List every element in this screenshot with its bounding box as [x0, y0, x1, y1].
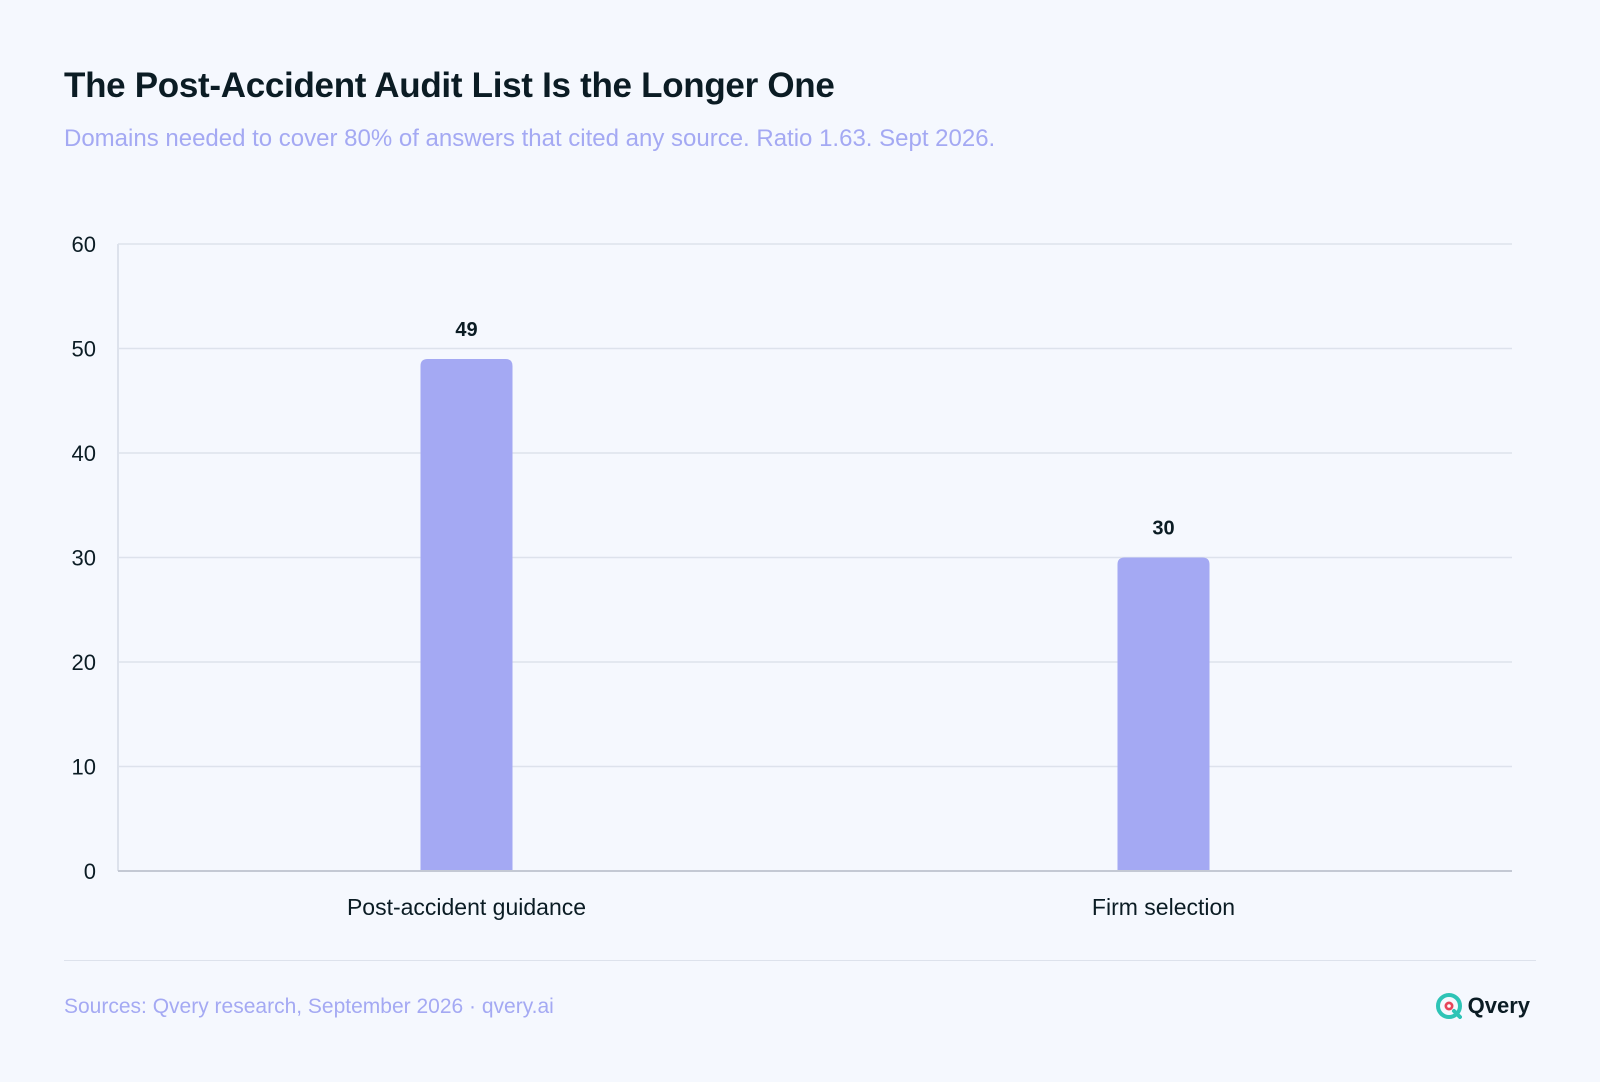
- y-tick-label: 50: [72, 337, 96, 362]
- x-tick-label: Firm selection: [1092, 894, 1235, 920]
- qvery-logo-icon: [1435, 993, 1462, 1019]
- y-tick-label: 20: [72, 650, 96, 675]
- bar-chart: 0 10 20 30 40 50 60 49 Post-accident guidance 30 F…: [72, 232, 1512, 920]
- footer-divider: [64, 960, 1536, 961]
- y-tick-label: 40: [72, 441, 96, 466]
- y-tick-label: 0: [84, 859, 96, 884]
- brand: Qvery: [1435, 993, 1530, 1019]
- chart-title: The Post-Accident Audit List Is the Long…: [64, 66, 835, 105]
- data-label: 30: [1152, 518, 1174, 540]
- bar: [420, 358, 513, 871]
- chart-subtitle: Domains needed to cover 80% of answers t…: [64, 125, 996, 152]
- y-tick-label: 60: [72, 232, 96, 257]
- y-tick-label: 30: [72, 546, 96, 571]
- brand-name: Qvery: [1467, 993, 1530, 1018]
- x-tick-label: Post-accident guidance: [347, 894, 586, 920]
- y-tick-label: 10: [72, 755, 96, 780]
- footer-source: Sources: Qvery research, September 2026 …: [64, 995, 554, 1018]
- data-label: 49: [455, 319, 477, 341]
- bar: [1117, 557, 1210, 871]
